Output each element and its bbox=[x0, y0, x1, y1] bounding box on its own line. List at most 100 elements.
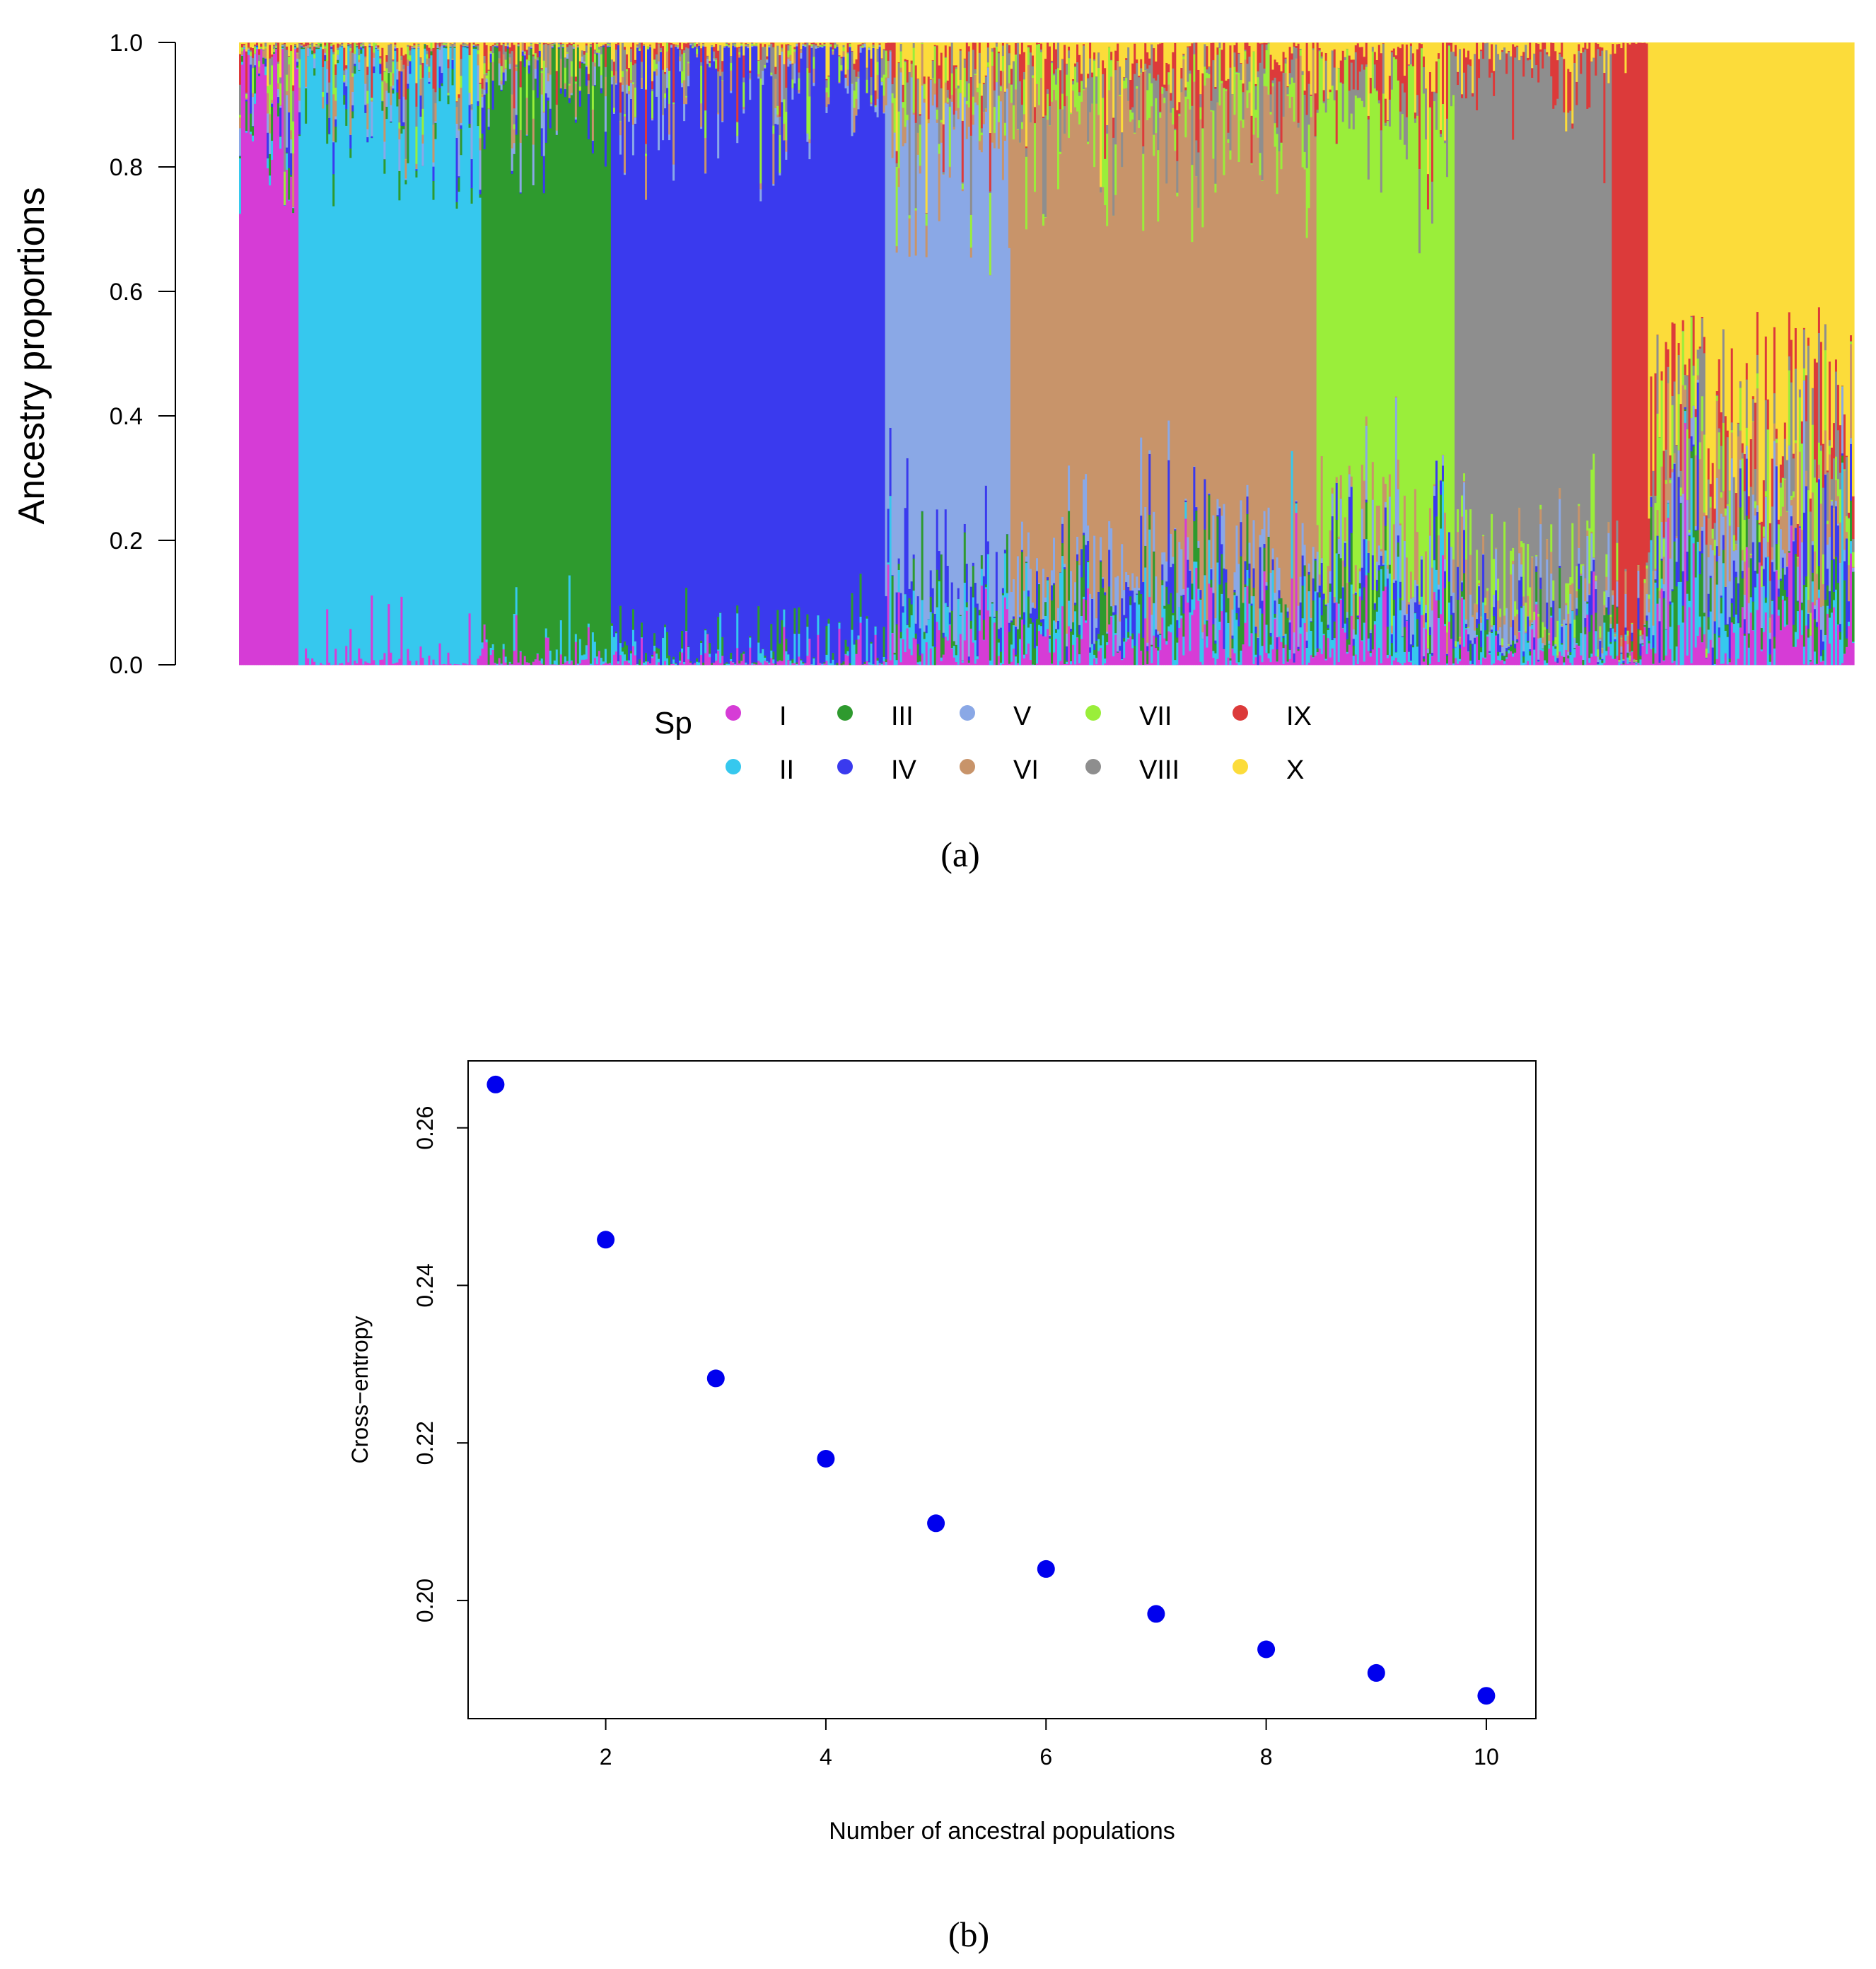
ancestry-segment-V bbox=[296, 58, 299, 62]
ancestry-segment-X bbox=[243, 42, 246, 45]
ancestry-segment-VII bbox=[500, 65, 503, 81]
ancestry-segment-VI bbox=[404, 159, 408, 179]
ancestry-segment-IX bbox=[381, 47, 384, 81]
ancestry-bar bbox=[658, 42, 660, 666]
ancestry-segment-X bbox=[292, 42, 295, 86]
ancestry-segment-II bbox=[343, 104, 346, 665]
ancestry-segment-I bbox=[636, 664, 639, 666]
ancestry-segment-VIII bbox=[521, 42, 525, 43]
ancestry-segment-VII bbox=[375, 43, 378, 45]
ancestry-segment-II bbox=[612, 637, 616, 655]
ancestry-segment-VIII bbox=[262, 49, 265, 51]
ancestry-bar bbox=[553, 42, 557, 666]
ancestry-bar bbox=[351, 42, 354, 666]
ancestry-segment-VII bbox=[286, 74, 289, 91]
ancestry-segment-II bbox=[544, 628, 548, 638]
ancestry-segment-VIII bbox=[309, 44, 312, 45]
ancestry-segment-IV bbox=[721, 122, 724, 637]
ancestry-segment-V bbox=[468, 92, 472, 105]
ancestry-segment-VII bbox=[241, 47, 244, 52]
ancestry-segment-I bbox=[311, 658, 314, 666]
ancestry-segment-V bbox=[385, 91, 388, 107]
ancestry-segment-I bbox=[525, 662, 529, 666]
ancestry-segment-VII bbox=[660, 50, 663, 52]
ancestry-segment-V bbox=[736, 135, 739, 144]
ancestry-segment-VIII bbox=[421, 77, 425, 109]
ancestry-segment-III bbox=[292, 207, 295, 214]
ancestry-segment-IX bbox=[413, 42, 416, 45]
ancestry-segment-VII bbox=[700, 65, 703, 104]
ancestry-segment-I bbox=[538, 660, 542, 666]
ancestry-bar bbox=[477, 42, 480, 666]
ancestry-segment-IV bbox=[345, 86, 348, 110]
ancestry-segment-III bbox=[551, 47, 554, 665]
ancestry-segment-III bbox=[392, 89, 395, 94]
ancestry-segment-II bbox=[428, 83, 431, 656]
ancestry-segment-I bbox=[634, 655, 637, 666]
ancestry-segment-IV bbox=[683, 120, 686, 662]
ancestry-bar bbox=[636, 42, 639, 666]
ancestry-segment-IX bbox=[455, 100, 459, 103]
ancestry-segment-II bbox=[296, 67, 299, 69]
ancestry-segment-X bbox=[658, 42, 660, 44]
ancestry-segment-IX bbox=[664, 71, 667, 74]
ancestry-segment-VII bbox=[356, 44, 359, 46]
ancestry-segment-V bbox=[627, 93, 631, 122]
ancestry-segment-I bbox=[557, 664, 561, 666]
ancestry-segment-V bbox=[466, 45, 470, 47]
ancestry-segment-I bbox=[294, 48, 297, 666]
ancestry-bar bbox=[745, 42, 747, 666]
ancestry-segment-II bbox=[392, 93, 395, 664]
ancestry-segment-IX bbox=[396, 47, 399, 62]
ancestry-bar bbox=[281, 42, 284, 666]
ancestry-segment-III bbox=[675, 662, 677, 664]
ancestry-segment-X bbox=[254, 42, 257, 45]
ancestry-segment-X bbox=[432, 42, 436, 48]
ancestry-segment-VI bbox=[649, 45, 652, 47]
ancestry-bar bbox=[245, 42, 248, 666]
ancestry-segment-IV bbox=[511, 170, 514, 174]
ancestry-bar bbox=[540, 42, 544, 666]
ancestry-segment-IV bbox=[279, 108, 282, 137]
ancestry-segment-IX bbox=[728, 42, 730, 45]
ancestry-segment-III bbox=[653, 632, 656, 646]
ancestry-segment-IX bbox=[292, 85, 295, 91]
ancestry-segment-I bbox=[485, 641, 489, 666]
ancestry-segment-II bbox=[455, 208, 459, 665]
ancestry-segment-X bbox=[290, 42, 293, 45]
ancestry-segment-II bbox=[672, 659, 675, 664]
ancestry-segment-V bbox=[547, 81, 550, 98]
ancestry-bar bbox=[502, 42, 506, 666]
ancestry-segment-II bbox=[474, 48, 478, 666]
ancestry-segment-VI bbox=[411, 46, 414, 47]
ancestry-segment-I bbox=[640, 637, 643, 666]
ancestry-segment-II bbox=[555, 649, 559, 666]
ancestry-segment-VII bbox=[404, 158, 408, 160]
ancestry-bar bbox=[356, 42, 359, 666]
ancestry-segment-I bbox=[243, 48, 246, 666]
ancestry-segment-II bbox=[398, 199, 401, 659]
ancestry-segment-III bbox=[513, 153, 516, 614]
ancestry-segment-VI bbox=[547, 73, 550, 81]
ancestry-segment-I bbox=[254, 103, 257, 666]
ancestry-segment-III bbox=[498, 85, 501, 658]
ancestry-segment-VIII bbox=[341, 43, 344, 45]
ancestry-segment-I bbox=[502, 649, 506, 666]
ancestry-bar bbox=[730, 42, 733, 666]
ancestry-segment-X bbox=[428, 42, 431, 48]
ancestry-segment-II bbox=[294, 47, 297, 50]
ancestry-bar bbox=[284, 42, 286, 666]
ancestry-segment-IX bbox=[570, 43, 573, 46]
ancestry-bar bbox=[394, 42, 397, 666]
ancestry-segment-II bbox=[700, 642, 703, 655]
ancestry-bar bbox=[728, 42, 730, 666]
ancestry-segment-V bbox=[666, 67, 669, 88]
ancestry-bar bbox=[653, 42, 656, 666]
ancestry-segment-IV bbox=[612, 113, 616, 637]
ancestry-segment-IX bbox=[709, 60, 711, 64]
ancestry-segment-IV bbox=[617, 45, 620, 662]
ancestry-segment-III bbox=[619, 605, 622, 644]
ancestry-segment-VI bbox=[736, 135, 739, 137]
ancestry-segment-I bbox=[498, 658, 501, 666]
ancestry-segment-I bbox=[256, 48, 259, 666]
